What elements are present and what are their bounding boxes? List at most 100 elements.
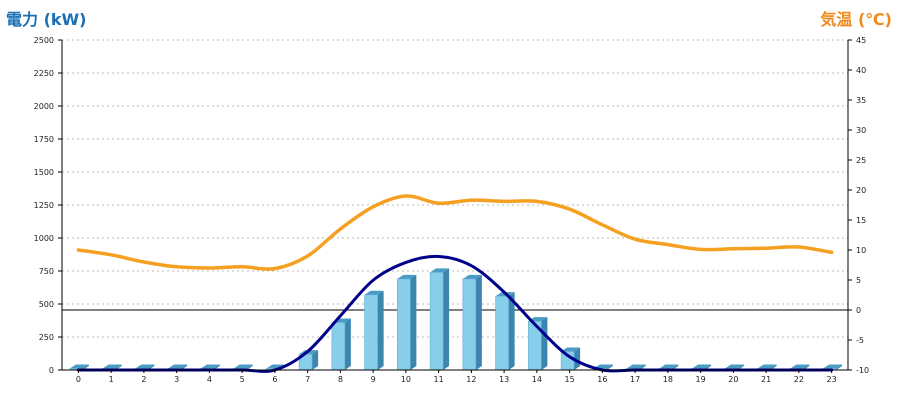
power-bar-top bbox=[168, 364, 188, 369]
power-bar bbox=[298, 350, 319, 371]
right-tick-label: 40 bbox=[856, 66, 866, 75]
power-bar-side bbox=[246, 364, 253, 370]
left-tick-label: 2250 bbox=[34, 69, 54, 78]
right-tick-label: 15 bbox=[856, 216, 866, 225]
power-bar-front bbox=[462, 278, 477, 371]
x-tick-label: 23 bbox=[827, 375, 837, 384]
right-tick-label: 25 bbox=[856, 156, 866, 165]
x-tick-label: 0 bbox=[76, 375, 81, 384]
temperature-line bbox=[76, 194, 834, 271]
left-tick-label: 1750 bbox=[34, 135, 54, 144]
power-bar-front bbox=[364, 294, 378, 371]
left-tick-label: 1500 bbox=[34, 168, 54, 177]
power-bar bbox=[495, 292, 515, 371]
x-tick-label: 8 bbox=[338, 375, 343, 384]
x-tick-label: 13 bbox=[499, 375, 509, 384]
power-bar-top bbox=[102, 364, 122, 369]
left-tick-label: 250 bbox=[39, 333, 54, 342]
power-bar-front bbox=[331, 322, 346, 371]
right-tick-label: -10 bbox=[856, 366, 869, 375]
power-bar bbox=[331, 318, 351, 371]
power-bar-side bbox=[541, 317, 548, 370]
power-bars bbox=[69, 268, 843, 371]
x-tick-label: 7 bbox=[305, 375, 310, 384]
power-bar-top bbox=[233, 364, 253, 369]
x-tick-label: 3 bbox=[174, 375, 179, 384]
left-tick-label: 500 bbox=[39, 300, 54, 309]
power-bar-side bbox=[606, 364, 613, 370]
power-bar-top bbox=[692, 364, 712, 369]
x-tick-label: 21 bbox=[761, 375, 771, 384]
power-bar-top bbox=[200, 364, 220, 369]
right-tick-label: 0 bbox=[856, 306, 861, 315]
right-tick-label: 35 bbox=[856, 96, 866, 105]
power-curve-line bbox=[76, 254, 834, 373]
x-tick-label: 6 bbox=[272, 375, 277, 384]
power-bar-side bbox=[344, 318, 351, 370]
power-bar-side bbox=[475, 274, 482, 370]
right-tick-label: -5 bbox=[856, 336, 864, 345]
power-bar-top bbox=[659, 364, 679, 369]
left-tick-label: 1250 bbox=[34, 201, 54, 210]
x-tick-label: 2 bbox=[141, 375, 146, 384]
grid-lines bbox=[62, 39, 848, 338]
power-bar-top bbox=[430, 268, 450, 273]
right-tick-label: 5 bbox=[856, 276, 861, 285]
power-bar-top bbox=[823, 364, 843, 369]
x-tick-label: 16 bbox=[597, 375, 607, 384]
power-bar-front bbox=[397, 278, 411, 371]
left-tick-label: 750 bbox=[39, 267, 54, 276]
power-bar-top bbox=[790, 364, 810, 369]
x-tick-label: 20 bbox=[728, 375, 738, 384]
power-bar-side bbox=[574, 347, 581, 370]
power-bar bbox=[397, 274, 417, 371]
power-bar bbox=[364, 290, 384, 371]
power-bar-top bbox=[724, 364, 744, 369]
power-bar-front bbox=[495, 295, 509, 371]
x-tick-label: 5 bbox=[240, 375, 245, 384]
power-bar-side bbox=[377, 290, 384, 370]
x-tick-label: 11 bbox=[434, 375, 444, 384]
power-bar-top bbox=[69, 364, 89, 369]
power-bar-top bbox=[626, 364, 646, 369]
x-tick-label: 10 bbox=[401, 375, 411, 384]
axes: 02505007501000125015001750200022502500-1… bbox=[34, 36, 869, 384]
right-tick-label: 45 bbox=[856, 36, 866, 45]
right-tick-label: 10 bbox=[856, 246, 866, 255]
x-tick-label: 1 bbox=[109, 375, 114, 384]
left-tick-label: 2000 bbox=[34, 102, 54, 111]
x-tick-label: 14 bbox=[532, 375, 542, 384]
power-bar-side bbox=[410, 274, 417, 370]
left-axis-title: 電力 (kW) bbox=[6, 10, 87, 29]
power-bar bbox=[528, 317, 548, 371]
power-bar-top bbox=[561, 347, 581, 352]
x-tick-label: 12 bbox=[466, 375, 476, 384]
power-bar-top bbox=[528, 317, 548, 322]
x-tick-label: 22 bbox=[794, 375, 804, 384]
x-tick-label: 9 bbox=[371, 375, 376, 384]
power-bar bbox=[462, 274, 482, 371]
right-tick-label: 20 bbox=[856, 186, 866, 195]
left-tick-label: 2500 bbox=[34, 36, 54, 45]
x-tick-label: 17 bbox=[630, 375, 640, 384]
x-tick-label: 4 bbox=[207, 375, 212, 384]
power-bar-top bbox=[593, 364, 613, 369]
right-tick-label: 30 bbox=[856, 126, 866, 135]
power-bar-top bbox=[135, 364, 155, 369]
power-bar-side bbox=[508, 292, 515, 370]
power-bar-side bbox=[836, 364, 843, 370]
power-bar-side bbox=[443, 268, 450, 370]
power-bar-front bbox=[429, 272, 444, 371]
x-tick-label: 15 bbox=[565, 375, 575, 384]
power-bar bbox=[429, 268, 450, 371]
x-tick-label: 18 bbox=[663, 375, 673, 384]
right-axis-title: 気温 (℃) bbox=[820, 10, 892, 29]
left-tick-label: 0 bbox=[49, 366, 54, 375]
power-bar-top bbox=[364, 290, 384, 295]
power-bar-top bbox=[462, 274, 482, 279]
x-tick-label: 19 bbox=[696, 375, 706, 384]
power-bar-top bbox=[397, 274, 417, 279]
left-tick-label: 1000 bbox=[34, 234, 54, 243]
power-bar-top bbox=[757, 364, 777, 369]
